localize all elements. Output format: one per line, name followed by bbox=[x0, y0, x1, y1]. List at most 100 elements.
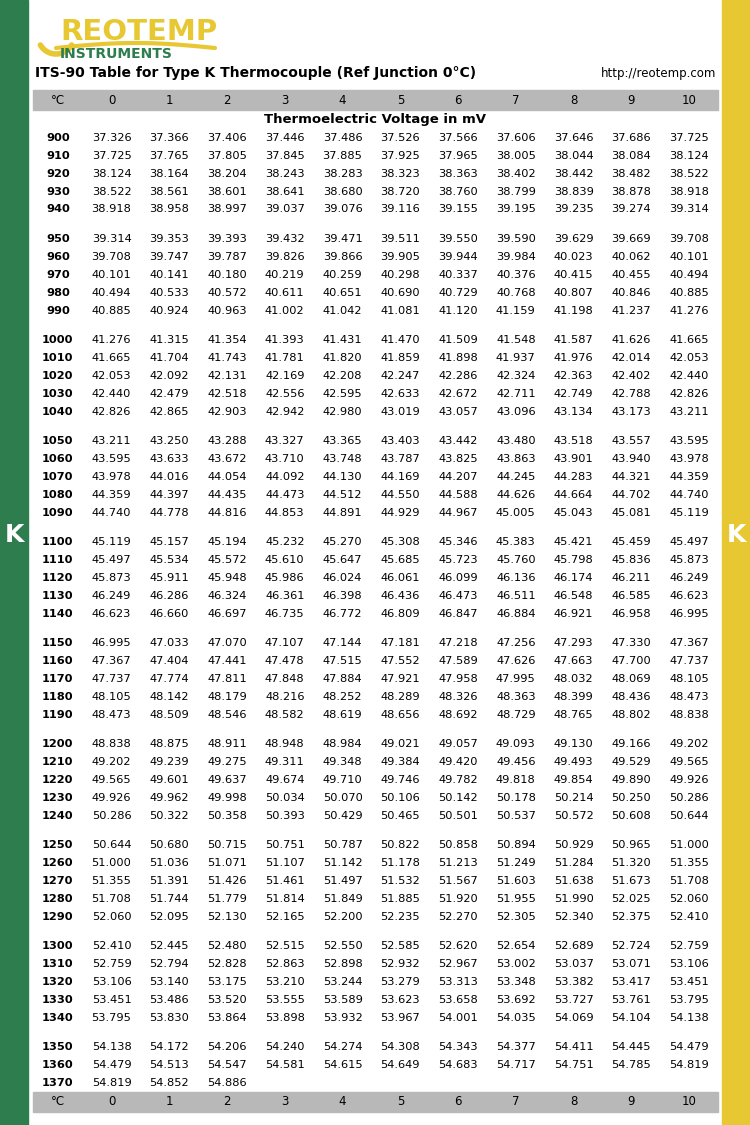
Text: 46.697: 46.697 bbox=[207, 609, 247, 619]
Text: 38.878: 38.878 bbox=[611, 187, 651, 197]
Text: 40.455: 40.455 bbox=[611, 270, 651, 280]
Text: 38.482: 38.482 bbox=[611, 169, 651, 179]
Text: 41.431: 41.431 bbox=[322, 335, 362, 345]
Text: 51.178: 51.178 bbox=[380, 858, 420, 868]
Text: 42.053: 42.053 bbox=[669, 353, 709, 363]
Text: 54.104: 54.104 bbox=[611, 1012, 651, 1023]
Text: 40.846: 40.846 bbox=[611, 288, 651, 298]
Text: 1320: 1320 bbox=[42, 976, 74, 987]
Text: 1000: 1000 bbox=[42, 335, 74, 345]
Text: 41.393: 41.393 bbox=[265, 335, 305, 345]
Text: 40.885: 40.885 bbox=[92, 306, 131, 315]
Text: 53.520: 53.520 bbox=[207, 994, 247, 1005]
Text: 46.884: 46.884 bbox=[496, 609, 536, 619]
Text: 44.359: 44.359 bbox=[92, 489, 131, 500]
Text: 44.016: 44.016 bbox=[149, 471, 189, 482]
Text: 43.978: 43.978 bbox=[669, 455, 709, 464]
Text: 52.060: 52.060 bbox=[92, 911, 131, 921]
Text: 54.308: 54.308 bbox=[380, 1042, 420, 1052]
Text: 49.202: 49.202 bbox=[669, 739, 709, 749]
Text: 37.446: 37.446 bbox=[265, 133, 305, 143]
Text: 48.875: 48.875 bbox=[149, 739, 189, 749]
Text: 52.165: 52.165 bbox=[265, 911, 305, 921]
Text: 48.984: 48.984 bbox=[322, 739, 362, 749]
Text: 39.787: 39.787 bbox=[207, 252, 247, 262]
Text: 52.480: 52.480 bbox=[207, 942, 247, 952]
Text: 53.279: 53.279 bbox=[380, 976, 420, 987]
Text: 54.615: 54.615 bbox=[322, 1060, 362, 1070]
Text: 42.903: 42.903 bbox=[207, 406, 247, 416]
Text: 41.548: 41.548 bbox=[496, 335, 536, 345]
Text: 39.944: 39.944 bbox=[438, 252, 478, 262]
Text: 45.081: 45.081 bbox=[611, 507, 651, 518]
Text: K: K bbox=[4, 523, 24, 547]
Text: 46.436: 46.436 bbox=[381, 591, 420, 601]
Text: 49.456: 49.456 bbox=[496, 757, 536, 767]
Text: 43.173: 43.173 bbox=[611, 406, 651, 416]
Text: 50.501: 50.501 bbox=[438, 811, 478, 821]
Text: 40.924: 40.924 bbox=[149, 306, 189, 315]
Text: 45.986: 45.986 bbox=[265, 573, 305, 583]
Text: 38.164: 38.164 bbox=[149, 169, 189, 179]
Text: 930: 930 bbox=[46, 187, 70, 197]
Text: 50.894: 50.894 bbox=[496, 840, 536, 850]
Text: INSTRUMENTS: INSTRUMENTS bbox=[60, 47, 172, 61]
Text: 37.885: 37.885 bbox=[322, 151, 362, 161]
Text: 6: 6 bbox=[454, 93, 462, 107]
Text: 41.820: 41.820 bbox=[322, 353, 362, 363]
Text: 49.093: 49.093 bbox=[496, 739, 536, 749]
Text: 44.359: 44.359 bbox=[669, 471, 709, 482]
Text: 49.275: 49.275 bbox=[207, 757, 247, 767]
Text: 44.740: 44.740 bbox=[92, 507, 131, 518]
Text: 49.130: 49.130 bbox=[554, 739, 593, 749]
Text: 45.232: 45.232 bbox=[265, 537, 305, 547]
Text: 50.715: 50.715 bbox=[207, 840, 247, 850]
Text: 41.081: 41.081 bbox=[380, 306, 420, 315]
Text: 39.274: 39.274 bbox=[611, 205, 651, 215]
Text: 51.638: 51.638 bbox=[554, 876, 593, 886]
Text: 47.811: 47.811 bbox=[207, 674, 247, 684]
Text: 48.289: 48.289 bbox=[380, 692, 420, 702]
Text: 42.518: 42.518 bbox=[207, 388, 247, 398]
Text: 52.620: 52.620 bbox=[438, 942, 478, 952]
Text: 47.589: 47.589 bbox=[438, 656, 478, 666]
Text: 50.393: 50.393 bbox=[265, 811, 305, 821]
Text: 42.247: 42.247 bbox=[381, 371, 420, 380]
Text: 53.106: 53.106 bbox=[669, 960, 709, 969]
Text: 38.005: 38.005 bbox=[496, 151, 536, 161]
Text: 47.921: 47.921 bbox=[380, 674, 420, 684]
Text: 1140: 1140 bbox=[42, 609, 74, 619]
Text: 1160: 1160 bbox=[42, 656, 74, 666]
Text: 50.644: 50.644 bbox=[92, 840, 131, 850]
Text: 42.092: 42.092 bbox=[149, 371, 189, 380]
Text: 49.384: 49.384 bbox=[380, 757, 420, 767]
Text: 49.021: 49.021 bbox=[380, 739, 420, 749]
Text: 47.515: 47.515 bbox=[322, 656, 362, 666]
Text: 51.249: 51.249 bbox=[496, 858, 536, 868]
Text: 48.582: 48.582 bbox=[265, 710, 305, 720]
Text: 53.830: 53.830 bbox=[149, 1012, 189, 1023]
Text: 44.473: 44.473 bbox=[265, 489, 305, 500]
Text: 53.864: 53.864 bbox=[207, 1012, 247, 1023]
Text: 51.708: 51.708 bbox=[669, 876, 709, 886]
Text: 40.963: 40.963 bbox=[207, 306, 247, 315]
Text: 51.142: 51.142 bbox=[322, 858, 362, 868]
Text: 38.124: 38.124 bbox=[669, 151, 709, 161]
Text: 47.330: 47.330 bbox=[611, 638, 651, 648]
Text: 6: 6 bbox=[454, 1096, 462, 1108]
Text: 41.704: 41.704 bbox=[149, 353, 189, 363]
Text: 41.743: 41.743 bbox=[207, 353, 247, 363]
Text: 1250: 1250 bbox=[42, 840, 74, 850]
Text: 54.649: 54.649 bbox=[380, 1060, 420, 1070]
Text: 40.651: 40.651 bbox=[322, 288, 362, 298]
Text: 41.315: 41.315 bbox=[149, 335, 189, 345]
Text: 37.646: 37.646 bbox=[554, 133, 593, 143]
Text: 50.572: 50.572 bbox=[554, 811, 593, 821]
Text: 5: 5 bbox=[397, 1096, 404, 1108]
Text: 47.367: 47.367 bbox=[92, 656, 131, 666]
Text: 50.286: 50.286 bbox=[92, 811, 131, 821]
Text: 42.826: 42.826 bbox=[92, 406, 131, 416]
Text: 42.865: 42.865 bbox=[149, 406, 189, 416]
Text: 46.061: 46.061 bbox=[380, 573, 420, 583]
Text: 51.920: 51.920 bbox=[438, 894, 478, 903]
